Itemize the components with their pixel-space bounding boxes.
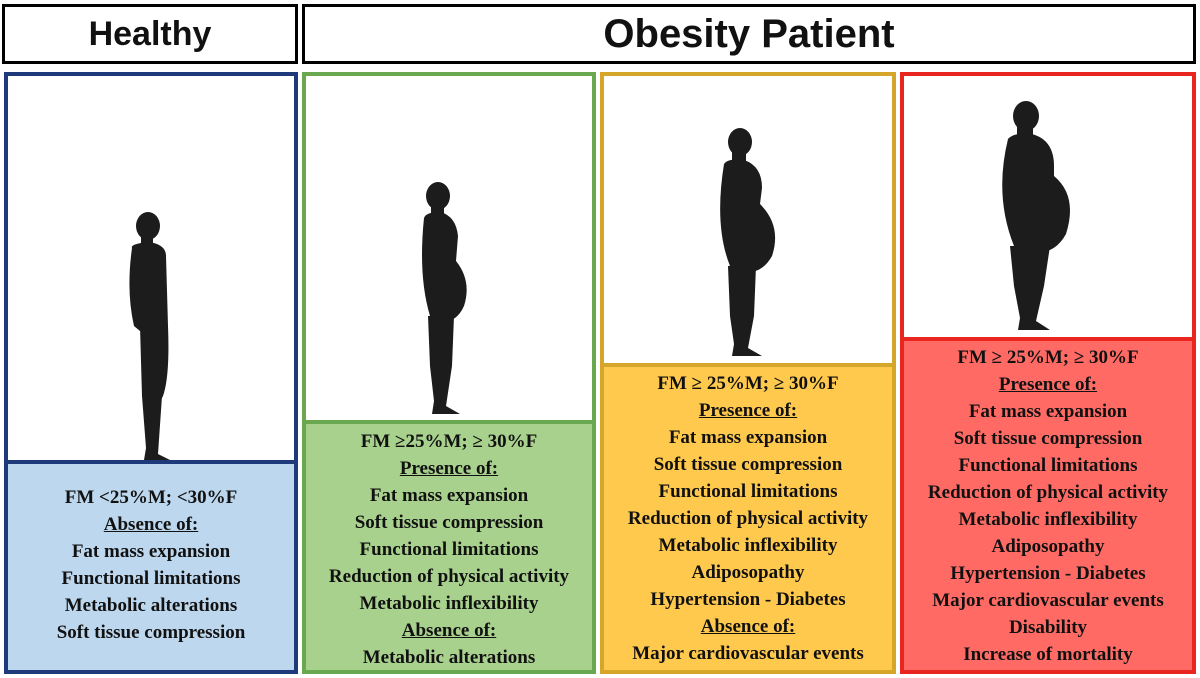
text-panel-obesity-2: FM ≥ 25%M; ≥ 30%F Presence of: Fat mass … <box>604 367 892 670</box>
criteria-text: FM ≥ 25%M; ≥ 30%F <box>957 347 1139 368</box>
list-item: Functional limitations <box>658 481 838 502</box>
list-item: Fat mass expansion <box>71 541 231 562</box>
section-label: Absence of: <box>401 620 497 641</box>
silhouette-severely-obese-icon <box>1002 101 1070 330</box>
list-item: Reduction of physical activity <box>927 482 1169 503</box>
column-obesity-2: FM ≥ 25%M; ≥ 30%F Presence of: Fat mass … <box>600 72 896 674</box>
figure-panel-obesity-1 <box>306 76 592 424</box>
header-healthy: Healthy <box>2 4 298 64</box>
figure-panel-obesity-2 <box>604 76 892 367</box>
section-label: Absence of: <box>103 514 199 535</box>
silhouette-overweight-icon <box>422 182 467 414</box>
text-panel-healthy: FM <25%M; <30%F Absence of: Fat mass exp… <box>8 464 294 670</box>
list-item: Soft tissue compression <box>953 428 1143 449</box>
list-item: Major cardiovascular events <box>632 643 864 664</box>
column-obesity-3: FM ≥ 25%M; ≥ 30%F Presence of: Fat mass … <box>900 72 1196 674</box>
figure-panel-healthy <box>8 76 294 464</box>
column-obesity-1: FM ≥25%M; ≥ 30%F Presence of: Fat mass e… <box>302 72 596 674</box>
header-obesity-patient: Obesity Patient <box>302 4 1196 64</box>
list-item: Hypertension - Diabetes <box>950 563 1146 584</box>
silhouette-slim-icon <box>129 212 170 460</box>
criteria-text: FM ≥25%M; ≥ 30%F <box>360 431 538 452</box>
silhouette-obese-icon <box>720 128 776 356</box>
list-item: Adiposopathy <box>691 562 805 583</box>
list-item: Reduction of physical activity <box>627 508 869 529</box>
section-label: Absence of: <box>700 616 796 637</box>
list-item: Metabolic alterations <box>64 595 238 616</box>
list-item: Metabolic inflexibility <box>359 593 539 614</box>
text-panel-obesity-3: FM ≥ 25%M; ≥ 30%F Presence of: Fat mass … <box>904 341 1192 670</box>
list-item: Functional limitations <box>61 568 241 589</box>
text-panel-obesity-1: FM ≥25%M; ≥ 30%F Presence of: Fat mass e… <box>306 424 592 670</box>
list-item: Disability <box>1008 617 1088 638</box>
criteria-text: FM <25%M; <30%F <box>64 487 238 508</box>
figure-panel-obesity-3 <box>904 76 1192 341</box>
list-item: Metabolic alterations <box>362 647 536 668</box>
list-item: Metabolic inflexibility <box>958 509 1138 530</box>
list-item: Hypertension - Diabetes <box>650 589 846 610</box>
list-item: Fat mass expansion <box>668 427 828 448</box>
section-label: Presence of: <box>998 374 1098 395</box>
list-item: Adiposopathy <box>991 536 1105 557</box>
list-item: Metabolic inflexibility <box>658 535 838 556</box>
list-item: Fat mass expansion <box>968 401 1128 422</box>
list-item: Increase of mortality <box>963 644 1133 665</box>
list-item: Functional limitations <box>958 455 1138 476</box>
section-label: Presence of: <box>698 400 798 421</box>
list-item: Soft tissue compression <box>56 622 246 643</box>
list-item: Soft tissue compression <box>653 454 843 475</box>
column-healthy: FM <25%M; <30%F Absence of: Fat mass exp… <box>4 72 298 674</box>
list-item: Reduction of physical activity <box>328 566 570 587</box>
section-label: Presence of: <box>399 458 499 479</box>
list-item: Fat mass expansion <box>369 485 529 506</box>
list-item: Functional limitations <box>359 539 539 560</box>
criteria-text: FM ≥ 25%M; ≥ 30%F <box>657 373 839 394</box>
list-item: Soft tissue compression <box>354 512 544 533</box>
list-item: Major cardiovascular events <box>932 590 1164 611</box>
